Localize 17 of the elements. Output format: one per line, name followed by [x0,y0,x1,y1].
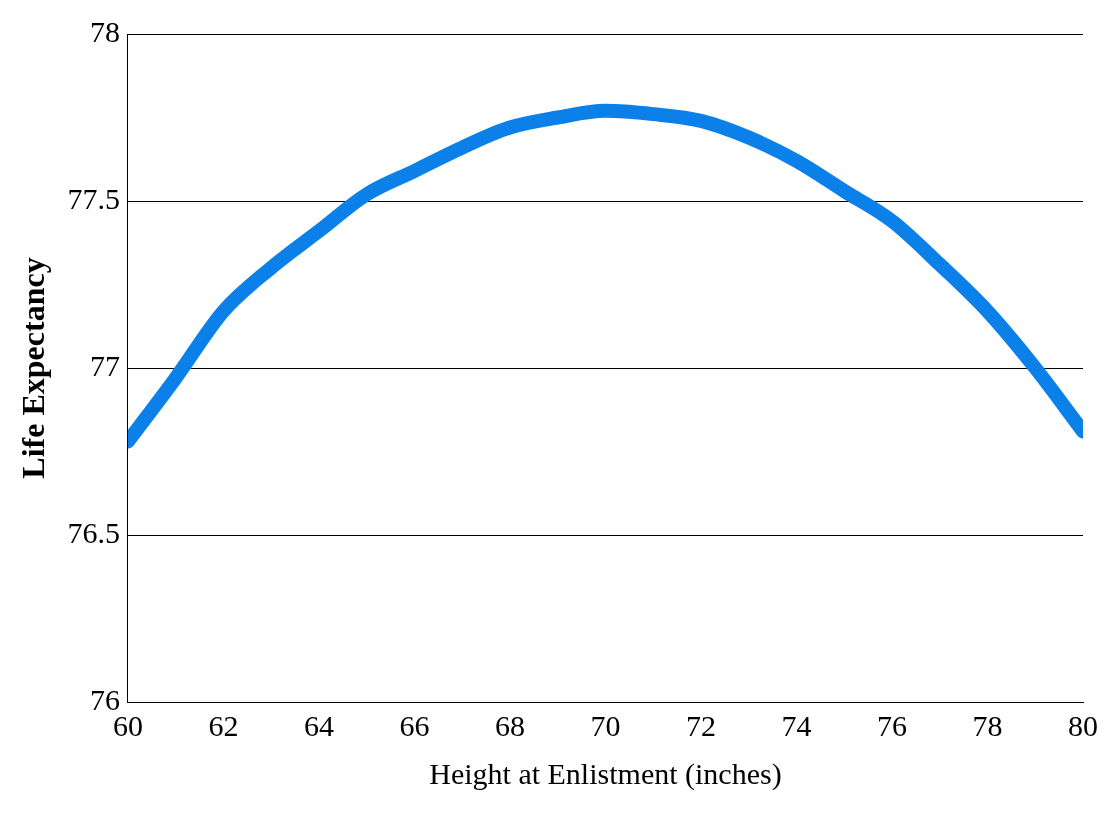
x-tick-label: 64 [303,708,334,742]
x-axis-title: Height at Enlistment (inches) [429,756,782,791]
x-tick-label: 66 [399,708,430,742]
x-tick-label: 78 [972,708,1003,742]
y-tick-label: 78 [89,14,120,48]
x-tick-label: 80 [1068,708,1098,742]
y-tick-label: 77 [89,348,120,382]
x-tick-label: 70 [590,708,621,742]
y-axis-title: Life Expectancy [15,257,52,479]
y-tick-label: 76 [89,682,120,716]
x-tick-label: 62 [208,708,239,742]
x-tick-label: 74 [781,708,812,742]
y-tick-label: 77.5 [67,181,120,215]
x-tick-label: 68 [494,708,525,742]
y-tick-label: 76.5 [67,515,120,549]
x-tick-label: 76 [876,708,907,742]
x-tick-label: 72 [685,708,716,742]
